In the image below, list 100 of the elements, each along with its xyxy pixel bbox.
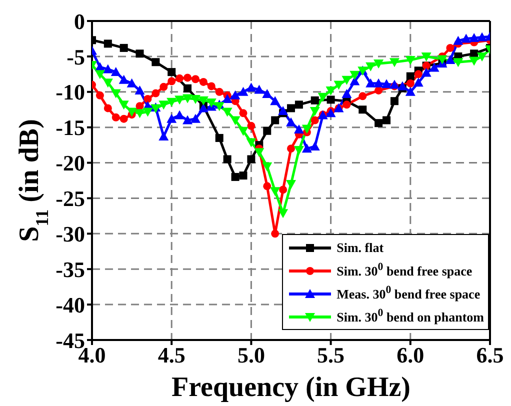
y-tick-label: -15	[56, 115, 85, 140]
point	[469, 33, 480, 42]
point	[358, 106, 367, 114]
point	[437, 55, 448, 64]
y-tick-label: -35	[56, 256, 85, 282]
point	[263, 182, 272, 190]
point	[104, 104, 112, 112]
y-tick-label: 0	[74, 8, 85, 34]
point	[453, 58, 464, 68]
point	[477, 52, 488, 62]
point	[310, 107, 320, 116]
point	[390, 97, 398, 106]
point	[120, 44, 128, 52]
point	[191, 75, 200, 84]
legend-label: Meas. 30$^{0}$ bend free space	[336, 284, 480, 303]
point	[246, 82, 256, 92]
point	[445, 54, 456, 64]
point	[166, 98, 177, 107]
point	[190, 114, 200, 123]
point	[271, 230, 280, 238]
point	[231, 172, 240, 181]
legend-label: Sim. 30$^{0}$ bend on phantom	[336, 307, 484, 326]
point	[102, 78, 113, 88]
point	[429, 62, 440, 72]
point	[421, 52, 432, 62]
point	[230, 116, 240, 126]
legend-label: Sim. flat	[336, 240, 384, 256]
point	[287, 144, 295, 153]
y-tick-label: -40	[56, 292, 85, 318]
point	[126, 78, 137, 88]
point	[166, 114, 177, 123]
point	[286, 180, 296, 190]
point	[174, 110, 185, 120]
y-tick-label: -20	[56, 150, 85, 176]
point	[294, 100, 303, 109]
point	[112, 113, 120, 122]
point	[413, 78, 424, 87]
point	[238, 86, 248, 96]
point	[134, 109, 145, 118]
point	[263, 126, 272, 135]
point	[366, 78, 376, 88]
point	[469, 56, 480, 66]
point	[160, 82, 168, 91]
point	[477, 32, 488, 42]
point	[414, 70, 422, 78]
point	[152, 58, 160, 66]
point	[110, 67, 121, 76]
point	[182, 94, 193, 104]
point	[342, 89, 352, 98]
point	[342, 76, 352, 85]
point	[397, 81, 408, 90]
point	[405, 56, 416, 65]
point	[158, 132, 169, 141]
point	[374, 60, 384, 69]
point	[184, 74, 192, 82]
point	[302, 144, 312, 153]
point	[254, 84, 264, 94]
y-tick-label: -25	[56, 186, 85, 212]
point	[270, 187, 280, 196]
point	[215, 134, 224, 142]
point	[302, 124, 312, 134]
x-tick-label: 5.5	[317, 342, 345, 368]
y-tick-label: -30	[56, 221, 85, 246]
x-tick-label: 5.0	[237, 342, 265, 368]
point	[326, 86, 336, 96]
point	[287, 104, 295, 112]
point	[206, 98, 216, 108]
point	[405, 86, 416, 96]
point	[239, 172, 248, 180]
point	[262, 89, 272, 98]
point	[406, 79, 414, 88]
point	[182, 115, 193, 124]
point	[215, 88, 224, 96]
point	[247, 155, 256, 164]
point	[270, 96, 280, 106]
point	[453, 36, 464, 45]
point	[294, 124, 304, 134]
point	[199, 78, 208, 86]
point	[230, 90, 240, 100]
x-tick-label: 6.5	[476, 342, 504, 368]
point	[102, 64, 113, 74]
point	[374, 78, 384, 88]
point	[174, 96, 185, 105]
point	[198, 96, 208, 106]
point	[406, 72, 414, 80]
point	[239, 109, 248, 118]
point	[389, 80, 400, 89]
point	[168, 68, 176, 76]
point	[214, 102, 224, 112]
point	[286, 117, 296, 126]
point	[222, 94, 232, 103]
point	[278, 209, 288, 218]
point	[326, 96, 335, 104]
point	[246, 138, 256, 148]
point	[350, 70, 360, 80]
point	[334, 80, 344, 90]
point	[247, 122, 256, 130]
point	[184, 84, 192, 92]
point	[461, 34, 472, 43]
point	[136, 50, 144, 58]
